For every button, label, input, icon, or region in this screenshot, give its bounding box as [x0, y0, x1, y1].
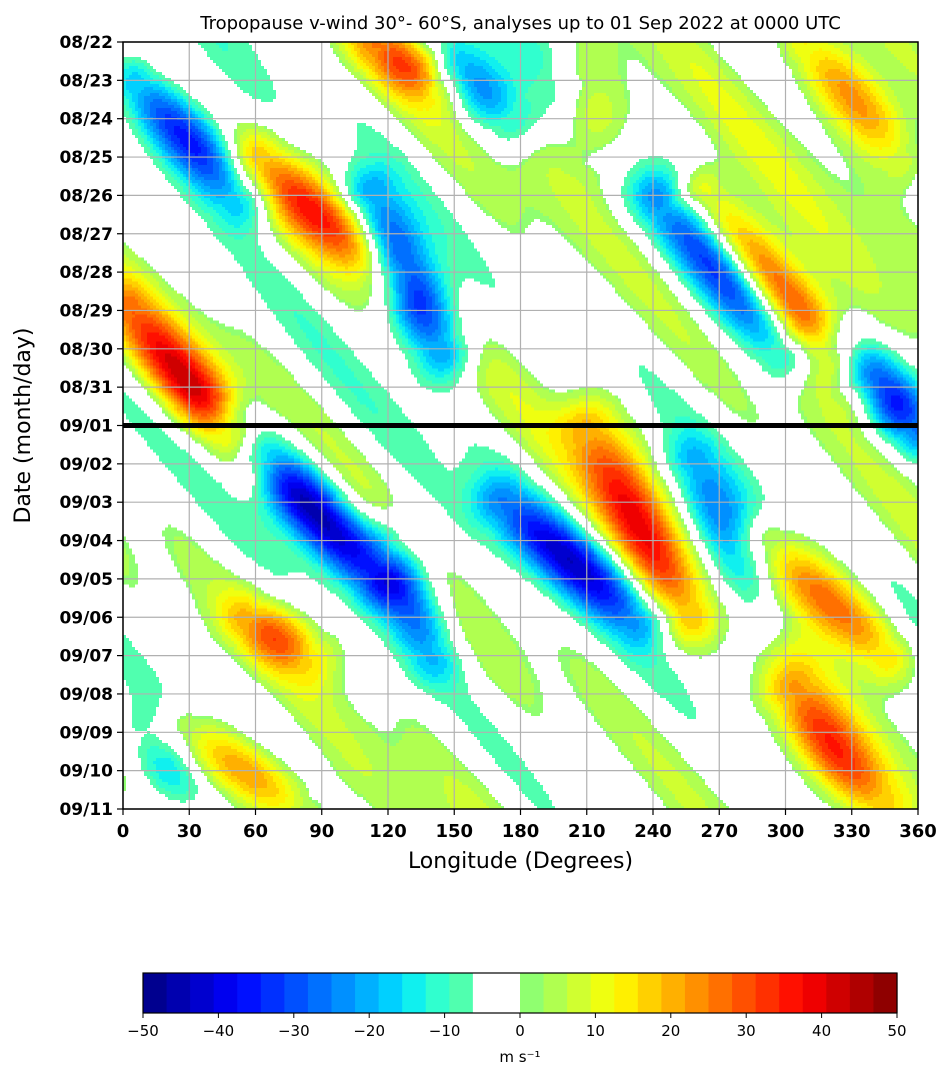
y-axis-title: Date (month/day)	[11, 327, 36, 523]
colorbar-swatch	[190, 973, 215, 1013]
y-tick-label: 09/09	[59, 723, 113, 743]
colorbar-swatch	[684, 973, 710, 1013]
colorbar-swatch	[307, 973, 333, 1013]
y-tick-label: 09/03	[59, 493, 113, 513]
x-tick-label: 240	[634, 821, 672, 842]
colorbar-tick-label: −20	[353, 1022, 385, 1040]
y-tick-label: 09/01	[59, 417, 113, 437]
y-tick-label: 09/05	[59, 570, 113, 590]
colorbar-swatch	[661, 973, 686, 1013]
colorbar-tick-label: 30	[737, 1022, 756, 1040]
y-tick-label: 08/26	[59, 186, 113, 206]
colorbar-swatch	[708, 973, 733, 1013]
colorbar-swatch	[873, 973, 898, 1013]
x-tick-label: 120	[369, 821, 407, 842]
colorbar-swatch	[213, 973, 238, 1013]
y-tick-label: 08/28	[59, 263, 113, 283]
y-tick-label: 08/24	[59, 110, 113, 130]
y-tick-label: 09/10	[59, 762, 113, 782]
colorbar-swatch	[402, 973, 427, 1013]
colorbar-swatch	[355, 973, 380, 1013]
x-tick-label: 360	[899, 821, 937, 842]
x-axis-title: Longitude (Degrees)	[408, 849, 633, 874]
colorbar-swatch	[590, 973, 615, 1013]
y-axis-ticks: 08/22 08/23 08/24 08/25 08/26 08/27 08/28 08/29…	[59, 33, 123, 820]
y-tick-label: 08/25	[59, 148, 113, 168]
y-tick-label: 08/27	[59, 225, 113, 245]
colorbar-swatch	[284, 973, 309, 1013]
y-tick-label: 08/30	[59, 340, 113, 360]
colorbar-swatch	[637, 973, 662, 1013]
colorbar-tick-label: −10	[429, 1022, 461, 1040]
y-tick-label: 09/06	[59, 608, 113, 628]
colorbar-swatch	[520, 973, 545, 1013]
colorbar-swatch	[472, 973, 498, 1013]
x-tick-label: 0	[117, 821, 130, 842]
colorbar-tick-label: −40	[203, 1022, 235, 1040]
colorbar-swatch	[543, 973, 568, 1013]
x-tick-label: 330	[833, 821, 871, 842]
colorbar-swatch	[237, 973, 262, 1013]
y-tick-label: 08/31	[59, 378, 113, 398]
colorbar-tick-label: 40	[812, 1022, 831, 1040]
x-tick-label: 270	[700, 821, 738, 842]
x-tick-label: 60	[243, 821, 268, 842]
colorbar-swatch	[802, 973, 827, 1013]
y-tick-label: 09/08	[59, 685, 113, 705]
x-tick-label: 180	[502, 821, 540, 842]
colorbar-tick-label: −30	[278, 1022, 310, 1040]
colorbar-swatch	[732, 973, 757, 1013]
x-axis-ticks: 0 30 60 90 120 150 180 210 240 270 300 330 360	[117, 809, 937, 842]
colorbar-swatch	[849, 973, 875, 1013]
colorbar-swatch	[496, 973, 521, 1013]
x-tick-label: 30	[177, 821, 202, 842]
chart-title: Tropopause v-wind 30°- 60°S, analyses up…	[199, 13, 841, 34]
colorbar-tick-label: 50	[887, 1022, 906, 1040]
colorbar-swatch	[779, 973, 804, 1013]
colorbar-unit-label: m s⁻¹	[499, 1048, 540, 1066]
colorbar: −50 −40 −30 −20 −10 0 10 20 30 40 50	[127, 972, 907, 1040]
colorbar-swatch	[260, 973, 285, 1013]
colorbar-swatch	[425, 973, 450, 1013]
colorbar-tick-label: 20	[661, 1022, 680, 1040]
colorbar-tick-label: 10	[586, 1022, 605, 1040]
y-tick-label: 09/11	[59, 800, 113, 820]
colorbar-swatch	[166, 973, 191, 1013]
x-tick-label: 300	[767, 821, 805, 842]
colorbar-tick-label: −50	[127, 1022, 159, 1040]
y-tick-label: 09/07	[59, 647, 113, 667]
colorbar-swatch	[826, 973, 851, 1013]
x-tick-label: 210	[568, 821, 606, 842]
y-tick-label: 08/29	[59, 301, 113, 321]
colorbar-swatch	[143, 973, 168, 1013]
y-tick-label: 08/23	[59, 71, 113, 91]
y-tick-label: 09/02	[59, 455, 113, 475]
y-tick-label: 09/04	[59, 532, 113, 552]
x-tick-label: 90	[309, 821, 334, 842]
colorbar-swatch	[755, 973, 780, 1013]
colorbar-swatch	[378, 973, 403, 1013]
colorbar-tick-label: 0	[515, 1022, 525, 1040]
colorbar-swatch	[331, 973, 356, 1013]
colorbar-swatch	[449, 973, 474, 1013]
colorbar-swatch	[567, 973, 592, 1013]
x-tick-label: 150	[435, 821, 473, 842]
colorbar-swatch	[614, 973, 639, 1013]
y-tick-label: 08/22	[59, 33, 113, 53]
